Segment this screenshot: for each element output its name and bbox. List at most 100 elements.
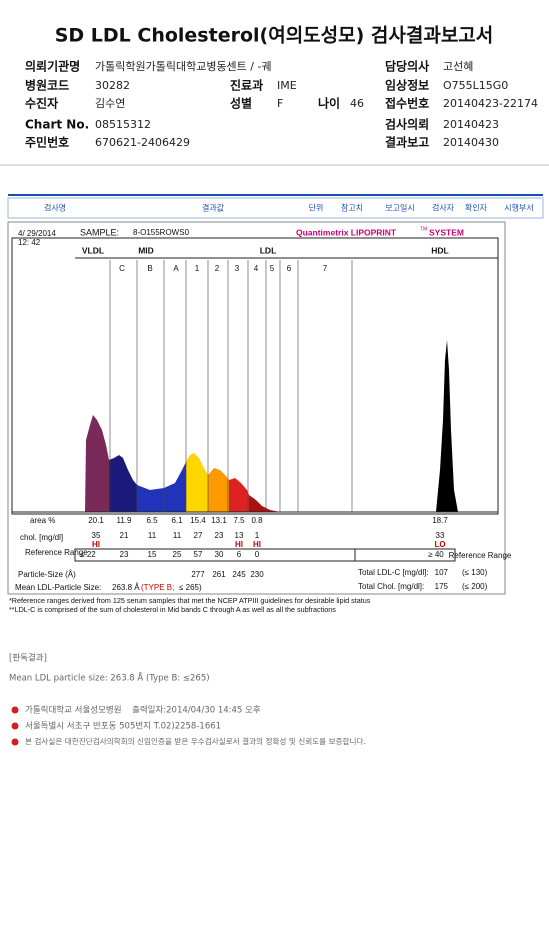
total-label: Total LDL-C [mg/dl]: (358, 568, 429, 577)
field-value: 30282 (95, 79, 130, 92)
brand-system: SYSTEM (429, 227, 464, 237)
reference-value: 30 (215, 550, 224, 559)
mean-limit: ≤ 265) (179, 583, 202, 592)
field-label: 수진자 (25, 96, 58, 111)
field-value: 20140423-22174 (443, 97, 538, 110)
table-header-bar (7, 197, 544, 219)
particle-size: 261 (212, 570, 226, 579)
field-value: 20140430 (443, 136, 499, 149)
band-label: 7 (323, 264, 328, 273)
field-label: 임상정보 (385, 78, 429, 93)
band-label: A (173, 264, 179, 273)
row-label: Reference Range (449, 551, 512, 560)
mid-ba-peak (137, 462, 186, 512)
reference-value: 57 (194, 550, 203, 559)
field-value: F (277, 97, 283, 110)
chol-value: 23 (215, 531, 224, 540)
chol-value: 11 (148, 531, 157, 540)
total-limit: (≤ 200) (462, 582, 488, 591)
ref-box-hdl (354, 548, 456, 562)
column-header: 단위 (309, 203, 324, 213)
chol-value: 13 (235, 531, 244, 540)
field-label: 검사의뢰 (385, 117, 429, 132)
area-value: 6.5 (146, 516, 158, 525)
area-value: 13.1 (211, 516, 227, 525)
densitogram (85, 340, 458, 512)
area-value: 6.1 (171, 516, 183, 525)
reference-value: 0 (255, 550, 260, 559)
chol-flag: HI (253, 540, 261, 549)
chol-value: 35 (92, 531, 101, 540)
field-value: 46 (350, 97, 364, 110)
bullet (11, 722, 19, 730)
fraction-label: HDL (431, 245, 448, 255)
field-label: 병원코드 (25, 78, 69, 93)
total-label: Total Chol. [mg/dl]: (358, 582, 424, 591)
mean-size: 263.8 Å (112, 583, 140, 592)
reference-value: ≥ 40 (428, 550, 444, 559)
band-label: 1 (195, 264, 200, 273)
reference-value: ≤ 22 (80, 550, 96, 559)
chol-value: 27 (194, 531, 203, 540)
field-label: 결과보고 (385, 135, 429, 150)
area-value: 11.9 (117, 516, 133, 525)
interp-text: Mean LDL particle size: 263.8 Å (Type B:… (9, 672, 210, 684)
interp-heading: [판독결과] (9, 653, 47, 664)
ldl1-peak (186, 453, 208, 512)
field-value: 김수연 (95, 97, 125, 110)
total-limit: (≤ 130) (462, 568, 488, 577)
reference-value: 15 (148, 550, 157, 559)
title: SD LDL Cholesterol(여의도성모) 검사결과보고서 (55, 25, 494, 47)
ldl3-peak (229, 478, 249, 512)
chol-flag: HI (235, 540, 243, 549)
footnote: *Reference ranges derived from 125 serum… (9, 596, 371, 605)
report-date: 4/ 29/2014 (18, 229, 56, 238)
area-value: 7.5 (233, 516, 245, 525)
graph-frame (11, 237, 499, 515)
field-label: 의뢰기관명 (25, 59, 80, 74)
column-header: 결과값 (202, 203, 225, 213)
fraction-label: VLDL (82, 245, 104, 255)
chol-flag: LO (434, 540, 445, 549)
footer-line: 가톨릭대학교 서울성모병원 (25, 705, 122, 716)
footer-line: 본 검사실은 대한진단검사의학회의 신임인증을 받은 우수검사실로서 결과의 정… (25, 736, 366, 746)
field-value: 고선혜 (443, 60, 473, 73)
total-value: 107 (435, 568, 449, 577)
field-label: 성별 (230, 96, 252, 111)
row-label: chol. [mg/dl] (20, 533, 63, 542)
field-value: 20140423 (443, 118, 499, 131)
brand: Quantimetrix LIPOPRINT (296, 227, 397, 237)
row-label: area % (30, 516, 55, 525)
header-bg (0, 0, 549, 165)
column-header: 확인자 (465, 203, 488, 213)
reference-value: 25 (173, 550, 182, 559)
column-header: 검사자 (432, 203, 455, 213)
fraction-label: MID (138, 245, 154, 255)
sample-id: 8-O155ROWS0 (133, 228, 190, 237)
vldl-peak (85, 415, 109, 512)
band-label: 3 (235, 264, 240, 273)
column-header: 보고일시 (385, 204, 414, 213)
total-value: 175 (435, 582, 449, 591)
band-label: 4 (254, 264, 259, 273)
column-header: 검사명 (44, 203, 66, 213)
area-value: 0.8 (251, 516, 263, 525)
sample-label: SAMPLE: (80, 227, 119, 237)
ldl2-peak (208, 468, 229, 512)
ldl4-peak (249, 495, 280, 512)
particle-size: 230 (250, 570, 264, 579)
report-time: 12: 42 (18, 238, 41, 247)
band-label: 5 (270, 264, 275, 273)
band-label: 2 (215, 264, 220, 273)
row-label: Mean LDL-Particle Size: (15, 583, 101, 592)
brand-tm: TM (420, 226, 427, 232)
area-value: 15.4 (190, 516, 206, 525)
field-value: IME (277, 79, 297, 92)
bullet (11, 738, 19, 746)
hdl-peak (436, 340, 458, 512)
field-label: 나이 (318, 96, 340, 111)
chol-value: 11 (173, 531, 182, 540)
field-label: 담당의사 (385, 59, 429, 74)
column-header: 시행부서 (504, 203, 533, 213)
